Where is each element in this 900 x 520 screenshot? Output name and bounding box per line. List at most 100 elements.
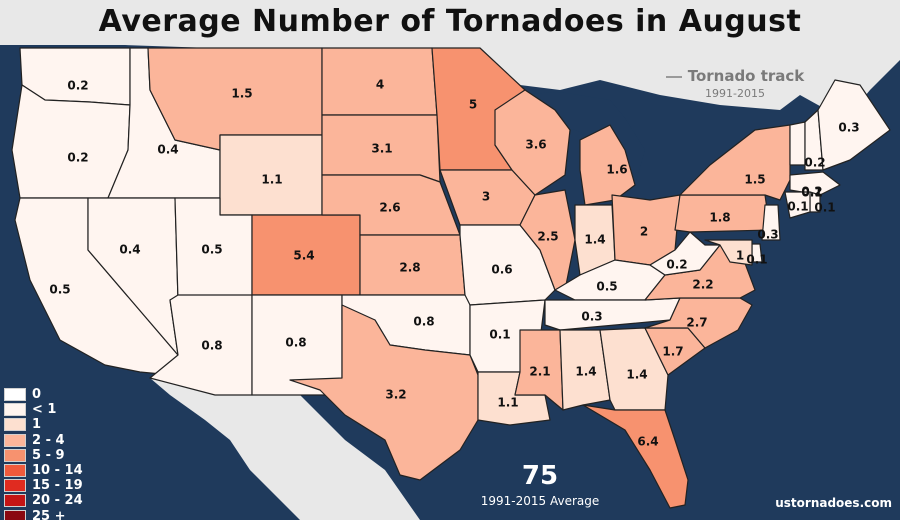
track-note-years: 1991-2015 (705, 87, 765, 100)
state-value-il: 2.5 (537, 230, 558, 244)
legend-label: 5 - 9 (32, 447, 65, 463)
track-line-icon (665, 75, 682, 78)
state-nj (761, 204, 781, 241)
mexico-landmass (150, 378, 420, 520)
state-value-oh: 2 (640, 225, 648, 239)
legend-swatch (4, 479, 26, 493)
legend-swatch (4, 509, 26, 520)
legend-row: 2 - 4 (4, 433, 83, 448)
state-al (559, 329, 611, 411)
state-value-ar: 0.1 (489, 328, 510, 342)
state-labels: 0.2 0.2 0.5 0.4 0.4 1.5 1.1 0.5 0.8 5.4 0.8 4 3.1 2.6… (49, 78, 859, 449)
state-value-ms: 2.1 (529, 365, 550, 379)
legend-swatch (4, 418, 26, 432)
state-value-nc: 2.7 (686, 316, 707, 330)
legend-row: < 1 (4, 402, 83, 417)
legend-swatch (4, 403, 26, 417)
state-ct (784, 191, 811, 219)
legend-label: 15 - 19 (32, 478, 83, 494)
state-mi (579, 124, 636, 206)
state-value-me: 0.3 (838, 121, 859, 135)
states-layer (11, 47, 891, 509)
legend-label: 20 - 24 (32, 493, 83, 509)
average-label: 1991-2015 Average (480, 494, 600, 508)
average-box: 75 1991-2015 Average (470, 462, 610, 508)
legend-label: 2 - 4 (32, 432, 65, 448)
state-value-ct: 0.1 (787, 200, 808, 214)
state-value-ne: 2.6 (379, 201, 400, 215)
state-value-mn: 5 (469, 98, 477, 112)
state-ny (679, 124, 791, 201)
state-value-va: 2.2 (692, 278, 713, 292)
tornado-track-note: Tornado track 1991-2015 (660, 66, 810, 100)
state-me (817, 79, 891, 171)
state-wi (494, 89, 571, 196)
state-tx (289, 304, 479, 481)
state-value-vt: 0.2 (804, 156, 825, 170)
legend-label: < 1 (32, 402, 57, 418)
state-value-pa: 1.8 (709, 211, 730, 225)
state-value-wy: 1.1 (261, 173, 282, 187)
state-value-ma: 0.1 (801, 186, 822, 200)
legend-label: 0 (32, 387, 42, 403)
state-value-ut: 0.5 (201, 243, 222, 257)
state-value-mo: 0.6 (491, 263, 512, 277)
legend-swatch (4, 464, 26, 478)
state-value-nj: 0.3 (757, 228, 778, 242)
state-value-nm: 0.8 (285, 336, 306, 350)
state-value-ia: 3 (482, 190, 490, 204)
state-value-de: 0.1 (746, 253, 767, 267)
state-value-ca: 0.5 (49, 283, 70, 297)
legend-row: 15 - 19 (4, 478, 83, 493)
state-value-ok: 0.8 (413, 315, 434, 329)
state-value-co: 5.4 (293, 249, 314, 263)
state-value-sc: 1.7 (662, 345, 683, 359)
state-value-ri: 0.1 (814, 201, 835, 215)
state-value-ga: 1.4 (626, 368, 647, 382)
state-value-mi: 1.6 (606, 163, 627, 177)
state-value-md: 1 (736, 249, 744, 263)
state-wv (649, 231, 721, 276)
average-value: 75 (521, 461, 559, 491)
state-value-tx: 3.2 (385, 388, 406, 402)
state-value-ky: 0.5 (596, 280, 617, 294)
state-value-al: 1.4 (575, 365, 596, 379)
legend-label: 1 (32, 417, 42, 433)
state-value-la: 1.1 (497, 396, 518, 410)
legend-label: 10 - 14 (32, 463, 83, 479)
state-value-nd: 4 (376, 78, 384, 92)
legend-label: 25 + (32, 508, 66, 520)
state-value-in: 1.4 (584, 233, 605, 247)
state-value-ks: 2.8 (399, 261, 420, 275)
legend-swatch (4, 433, 26, 447)
source-credit: ustornadoes.com (775, 496, 892, 510)
map-title: Average Number of Tornadoes in August (98, 4, 802, 39)
legend-swatch (4, 388, 26, 402)
legend-row: 20 - 24 (4, 493, 83, 508)
state-ma (789, 171, 841, 196)
state-value-wi: 3.6 (525, 138, 546, 152)
state-value-mt: 1.5 (231, 87, 252, 101)
state-fl (582, 404, 689, 509)
state-value-az: 0.8 (201, 339, 222, 353)
state-value-nv: 0.4 (119, 243, 140, 257)
legend-row: 10 - 14 (4, 463, 83, 478)
legend-row: 1 (4, 417, 83, 432)
state-value-id: 0.4 (157, 143, 178, 157)
legend-swatch (4, 494, 26, 508)
legend-swatch (4, 448, 26, 462)
legend-row: 0 (4, 387, 83, 402)
state-value-wa: 0.2 (67, 79, 88, 93)
state-value-nh: 0.2 (801, 185, 822, 199)
legend-row: 25 + (4, 509, 83, 520)
state-value-fl: 6.4 (637, 435, 658, 449)
state-value-sd: 3.1 (371, 142, 392, 156)
state-vt (789, 121, 806, 166)
state-value-tn: 0.3 (581, 310, 602, 324)
legend-row: 5 - 9 (4, 448, 83, 463)
state-md (704, 239, 753, 266)
state-value-or: 0.2 (67, 151, 88, 165)
